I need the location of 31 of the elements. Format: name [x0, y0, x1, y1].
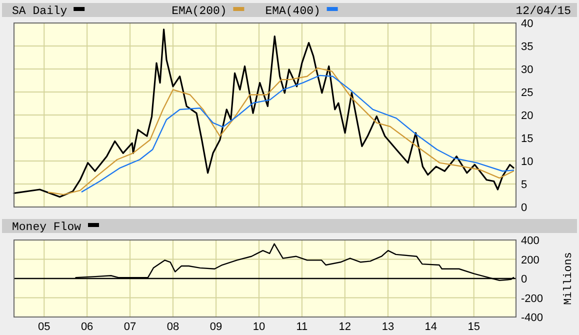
y-tick-label: 20	[521, 110, 534, 122]
x-tick-label: 15	[468, 321, 480, 333]
y-tick-label: 15	[521, 133, 534, 145]
y-tick-label: 200	[521, 254, 540, 266]
legend-label: EMA(200)	[172, 5, 227, 18]
x-tick-label: 11	[296, 321, 308, 333]
x-tick-label: 09	[210, 321, 222, 333]
y-tick-label: -400	[521, 312, 544, 324]
x-tick-label: 06	[80, 321, 94, 333]
x-tick-label: 13	[382, 321, 394, 333]
text: 12/04/15	[516, 5, 572, 18]
legend-label: SA Daily	[12, 5, 68, 18]
x-tick-label: 14	[424, 321, 438, 333]
x-tick-label: 08	[166, 321, 180, 333]
y-tick-label: 10	[521, 156, 534, 168]
y-tick-label: 40	[521, 18, 534, 30]
legend-label: Money Flow	[12, 221, 82, 234]
x-tick-label: 05	[38, 321, 50, 333]
y-tick-label: 0	[521, 274, 528, 286]
legend-label: EMA(400)	[265, 5, 320, 18]
y-tick-label: 25	[521, 87, 534, 99]
y-tick-label: 5	[521, 179, 528, 191]
y-axis-title: Millions	[563, 252, 575, 305]
y-tick-label: 400	[521, 235, 540, 247]
y-tick-label: 35	[521, 41, 534, 53]
y-tick-label: 0	[521, 202, 528, 214]
y-tick-label: 30	[521, 64, 534, 76]
y-tick-label: -200	[521, 292, 544, 305]
x-tick-label: 10	[252, 321, 266, 333]
x-tick-label: 12	[338, 321, 352, 333]
x-tick-label: 07	[124, 321, 136, 333]
